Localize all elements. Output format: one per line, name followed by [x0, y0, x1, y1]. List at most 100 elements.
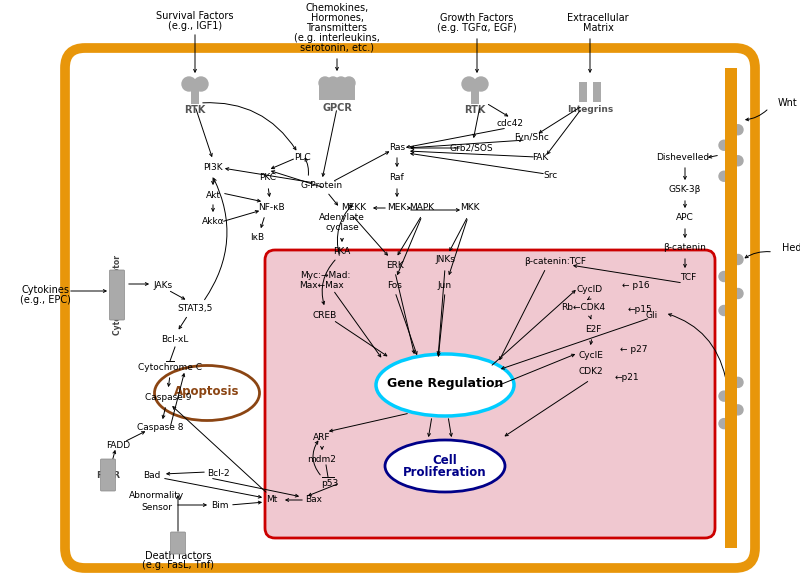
Circle shape	[719, 419, 729, 429]
Text: MKK: MKK	[460, 204, 480, 212]
Text: β-catenin:TCF: β-catenin:TCF	[524, 258, 586, 266]
Text: (e.g., IGF1): (e.g., IGF1)	[168, 21, 222, 31]
Text: E2F: E2F	[585, 326, 601, 335]
FancyBboxPatch shape	[101, 459, 115, 491]
Text: ARF: ARF	[314, 434, 330, 443]
Text: IκB: IκB	[250, 234, 264, 242]
Text: Growth Factors: Growth Factors	[440, 13, 514, 23]
Text: MEKK: MEKK	[342, 204, 366, 212]
FancyBboxPatch shape	[265, 250, 715, 538]
Circle shape	[719, 305, 729, 315]
Text: ←p15: ←p15	[628, 305, 652, 315]
Text: cdc42: cdc42	[497, 119, 523, 127]
Text: Extracellular: Extracellular	[567, 13, 629, 23]
Circle shape	[319, 77, 331, 89]
Text: (e.g. FasL, Tnf): (e.g. FasL, Tnf)	[142, 560, 214, 570]
Text: Caspase 9: Caspase 9	[145, 393, 191, 403]
Bar	[728, 376, 734, 430]
Bar	[593, 82, 601, 102]
Text: Patched: Patched	[726, 267, 735, 303]
Text: STAT3,5: STAT3,5	[178, 303, 213, 312]
Bar	[725, 68, 737, 548]
Text: Gli: Gli	[646, 311, 658, 319]
Circle shape	[327, 77, 339, 89]
Ellipse shape	[376, 354, 514, 416]
Text: ←p21: ←p21	[614, 373, 639, 383]
Text: Adenylate: Adenylate	[319, 214, 365, 222]
Circle shape	[733, 156, 743, 166]
Circle shape	[343, 77, 355, 89]
Text: Jun: Jun	[438, 281, 452, 289]
Text: Gene Regulation: Gene Regulation	[387, 376, 503, 390]
Text: Death factors: Death factors	[145, 551, 211, 561]
Text: JAKs: JAKs	[154, 281, 173, 289]
Circle shape	[335, 77, 347, 89]
Text: Cytochrome C: Cytochrome C	[138, 363, 202, 373]
Text: cyclase: cyclase	[325, 224, 359, 232]
Text: Matrix: Matrix	[582, 23, 614, 33]
Text: CREB: CREB	[313, 311, 337, 319]
Text: Rb←CDK4: Rb←CDK4	[561, 303, 605, 312]
Circle shape	[719, 272, 729, 282]
Text: Bcl-xL: Bcl-xL	[162, 336, 189, 345]
Text: PKA: PKA	[334, 248, 350, 257]
Text: RTK: RTK	[184, 105, 206, 115]
Text: CDK2: CDK2	[578, 367, 603, 376]
Text: NF-κB: NF-κB	[258, 204, 284, 212]
Text: APC: APC	[676, 214, 694, 222]
Text: GSK-3β: GSK-3β	[669, 185, 701, 194]
Text: JNKs: JNKs	[435, 255, 455, 265]
Text: serotonin, etc.): serotonin, etc.)	[300, 43, 374, 53]
Text: Chemokines,: Chemokines,	[306, 3, 369, 13]
Text: Hedgehog: Hedgehog	[782, 243, 800, 253]
Text: Raf: Raf	[390, 174, 404, 183]
Text: TCF: TCF	[680, 274, 696, 282]
Text: Wnt: Wnt	[778, 98, 798, 108]
Text: Apoptosis: Apoptosis	[174, 384, 240, 397]
Circle shape	[182, 77, 196, 91]
Bar	[728, 122, 734, 184]
Bar	[728, 251, 734, 319]
Text: ← p27: ← p27	[620, 346, 648, 355]
Text: FAK: FAK	[532, 153, 548, 163]
Text: PKC: PKC	[259, 174, 277, 183]
Text: Sensor: Sensor	[142, 502, 173, 511]
Bar	[191, 88, 199, 104]
Text: PI3K: PI3K	[203, 164, 223, 173]
Text: GPCR: GPCR	[322, 103, 352, 113]
Text: Caspase 8: Caspase 8	[137, 423, 183, 433]
Circle shape	[719, 391, 729, 401]
Circle shape	[462, 77, 476, 91]
Circle shape	[733, 405, 743, 415]
Circle shape	[733, 255, 743, 265]
Text: β-catenin: β-catenin	[663, 244, 706, 252]
Text: Akkα: Akkα	[202, 217, 224, 225]
Text: Ras: Ras	[389, 143, 405, 153]
Text: Survival Factors: Survival Factors	[156, 11, 234, 21]
Text: ERK: ERK	[386, 261, 404, 269]
Text: Proliferation: Proliferation	[403, 465, 487, 478]
Bar	[579, 82, 587, 102]
FancyBboxPatch shape	[170, 532, 186, 554]
Circle shape	[194, 77, 208, 91]
Text: Integrins: Integrins	[567, 106, 613, 114]
Text: CyclE: CyclE	[578, 352, 603, 360]
Text: Akt: Akt	[206, 191, 221, 200]
Bar	[471, 88, 479, 104]
Text: RTK: RTK	[464, 105, 486, 115]
Text: Fos: Fos	[387, 281, 402, 289]
Text: Cell: Cell	[433, 454, 458, 467]
Text: MEK: MEK	[387, 204, 406, 212]
Text: MAPK: MAPK	[410, 204, 434, 212]
Text: Grb2/SOS: Grb2/SOS	[449, 143, 493, 153]
Text: Src: Src	[543, 171, 557, 180]
Circle shape	[733, 377, 743, 387]
FancyBboxPatch shape	[65, 48, 755, 568]
Text: Bim: Bim	[211, 501, 229, 510]
Text: Mt: Mt	[266, 495, 278, 504]
Circle shape	[474, 77, 488, 91]
Circle shape	[733, 288, 743, 299]
Text: Bad: Bad	[143, 471, 161, 480]
Circle shape	[719, 140, 729, 150]
Text: Bax: Bax	[306, 495, 322, 504]
